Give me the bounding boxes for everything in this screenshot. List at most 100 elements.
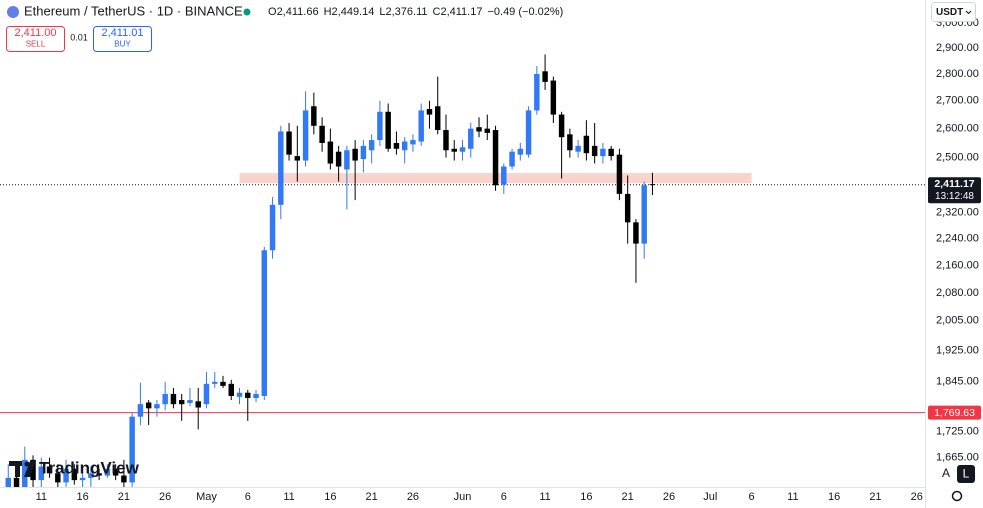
currency-select[interactable] [931,2,976,22]
candle-body [178,400,185,405]
candle-body [278,131,284,205]
candle-body [203,383,210,405]
change: −0.49 (−0.02%) [487,6,563,18]
axes: 3,000.002,900.002,800.002,700.002,600.00… [36,17,979,503]
candle-body [492,130,499,186]
candle-body [443,130,449,151]
x-tick-label: 16 [324,491,336,503]
candle-body [63,468,69,483]
candle-body [418,110,424,142]
candle-body [112,468,119,476]
candle-body [649,184,656,186]
x-tick-label: 11 [539,491,550,503]
candle-body [484,128,491,133]
candle-body [534,73,540,111]
spread: 0.01 [70,32,88,42]
candle-body [385,111,391,149]
sell-price: 2,411.00 [14,27,56,39]
x-tick-label: 6 [501,491,507,503]
buy-label: BUY [114,40,131,49]
x-tick-label: Jun [454,491,472,503]
candle-body [542,71,548,82]
candle-body [368,140,375,151]
currency-label: USDT [936,7,963,18]
candle-body [641,185,647,244]
candle-body [228,383,234,396]
x-tick-label: 21 [118,491,130,503]
candle-body [311,106,317,126]
symbol-title[interactable]: Ethereum / TetherUS · 1D · BINANCE [24,3,243,18]
settings-icon[interactable] [951,490,963,502]
candle-body [96,473,102,476]
candle-body [253,393,259,399]
level-price-tag [928,405,981,420]
candle-body [236,392,243,397]
sell-label: SELL [26,40,46,49]
x-tick-label: 6 [749,491,755,503]
candle-body [401,141,408,151]
auto-scale-button[interactable]: A [942,466,950,480]
candle-body [269,204,276,251]
y-tick-label: 2,600.00 [936,123,979,135]
x-tick-label: 11 [787,491,798,503]
x-tick-label: Jul [703,491,717,503]
x-tick-label: 11 [283,491,294,503]
x-tick-label: 26 [663,491,675,503]
candle-body [13,477,20,487]
sell-button[interactable] [6,26,65,52]
candle-body [55,473,61,483]
x-tick-label: 26 [911,491,923,503]
candle-body [154,404,160,409]
candle-body [451,148,457,152]
last-price-tag [928,177,981,204]
x-tick-label: 21 [366,491,378,503]
buy-button[interactable] [93,26,152,52]
candle-body [46,466,53,474]
logo-shape [24,461,30,467]
candle-body [600,148,606,157]
candle-body [145,402,152,409]
candle-body [30,459,36,481]
candle-body [79,477,86,481]
y-tick-label: 1,725.00 [936,425,979,437]
candle-body [286,131,292,155]
log-scale-button-bg [957,465,975,483]
candle-body [5,477,11,487]
x-tick-label: May [196,491,217,503]
y-tick-label: 2,005.00 [936,314,979,326]
countdown-label: 13:12:48 [935,191,974,202]
log-scale-button[interactable]: L [963,467,970,481]
x-tick-label: 26 [407,491,419,503]
ohlc-key: L [379,6,385,18]
candle-body [360,145,367,160]
candle-body [162,393,168,405]
candle-body [591,145,598,157]
candle-body [567,134,573,151]
candle-body [344,150,350,170]
candle-body [525,110,532,155]
ohlc-key: C [433,6,441,18]
candle-body [509,151,515,167]
candle-body [302,110,309,161]
candle-body [459,147,466,152]
candle-body [187,400,193,403]
ohlc-value: 2,411.17 [440,6,482,18]
candle-body [633,222,639,244]
symbol-icon [7,6,19,18]
y-tick-label: 2,240.00 [936,233,979,245]
candle-body [468,128,474,149]
candle-body [575,145,581,152]
candle-body [71,468,78,481]
candle-body [319,125,325,143]
y-tick-label: 2,900.00 [936,42,979,54]
candle-body [352,148,358,161]
candle-body [104,468,111,476]
candle-body [377,111,383,141]
ohlc-legend: O2,411.66 H2,449.14 L2,376.11 C2,411.17 −0.4… [268,6,563,18]
candle-body [393,142,400,149]
y-tick-label: 2,700.00 [936,95,979,107]
ohlc-key: H [324,6,332,18]
